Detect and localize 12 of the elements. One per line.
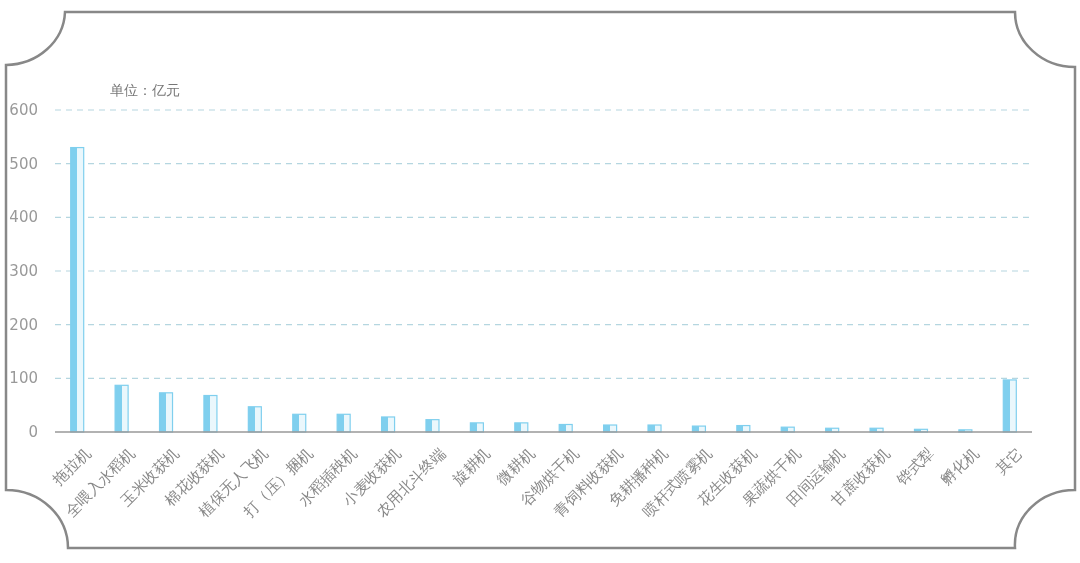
y-axis-title: 单位：亿元 xyxy=(110,82,180,98)
y-tick-label: 400 xyxy=(9,208,38,227)
y-tick-label: 100 xyxy=(9,369,38,388)
x-tick-label: 其它 xyxy=(992,444,1027,478)
y-tick-label: 0 xyxy=(28,423,38,441)
y-tick-label: 600 xyxy=(9,101,38,119)
y-tick-label: 500 xyxy=(9,154,38,173)
y-tick-label: 200 xyxy=(9,315,38,334)
x-tick-label: 旋耕机 xyxy=(449,444,494,489)
y-tick-label: 300 xyxy=(9,262,38,280)
x-tick-label: 孵化机 xyxy=(937,444,983,489)
x-tick-label: 铧式犁 xyxy=(892,444,938,490)
